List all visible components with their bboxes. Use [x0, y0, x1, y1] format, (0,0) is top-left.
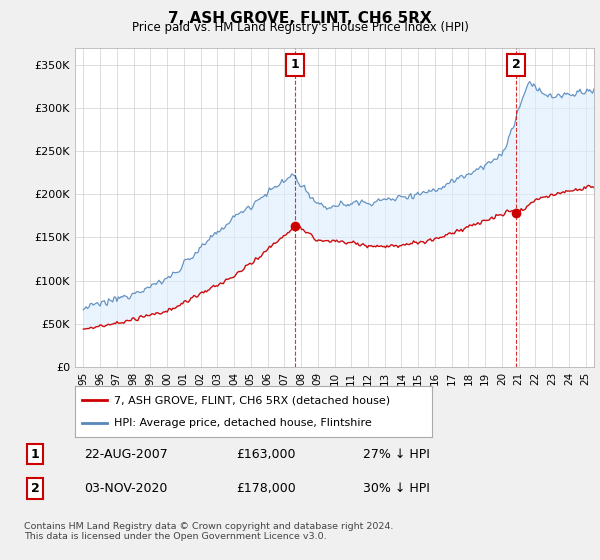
Text: 7, ASH GROVE, FLINT, CH6 5RX (detached house): 7, ASH GROVE, FLINT, CH6 5RX (detached h… — [114, 395, 391, 405]
Text: 7, ASH GROVE, FLINT, CH6 5RX: 7, ASH GROVE, FLINT, CH6 5RX — [168, 11, 432, 26]
Text: 2: 2 — [512, 58, 520, 71]
Text: 1: 1 — [291, 58, 299, 71]
Text: 03-NOV-2020: 03-NOV-2020 — [84, 482, 167, 495]
Text: £178,000: £178,000 — [236, 482, 296, 495]
Text: HPI: Average price, detached house, Flintshire: HPI: Average price, detached house, Flin… — [114, 418, 372, 428]
Text: 1: 1 — [31, 447, 40, 461]
Text: 22-AUG-2007: 22-AUG-2007 — [84, 447, 168, 461]
Text: £163,000: £163,000 — [236, 447, 296, 461]
Text: Contains HM Land Registry data © Crown copyright and database right 2024.
This d: Contains HM Land Registry data © Crown c… — [24, 522, 394, 542]
Text: Price paid vs. HM Land Registry's House Price Index (HPI): Price paid vs. HM Land Registry's House … — [131, 21, 469, 34]
Text: 30% ↓ HPI: 30% ↓ HPI — [364, 482, 430, 495]
Text: 27% ↓ HPI: 27% ↓ HPI — [364, 447, 430, 461]
Text: 2: 2 — [31, 482, 40, 495]
